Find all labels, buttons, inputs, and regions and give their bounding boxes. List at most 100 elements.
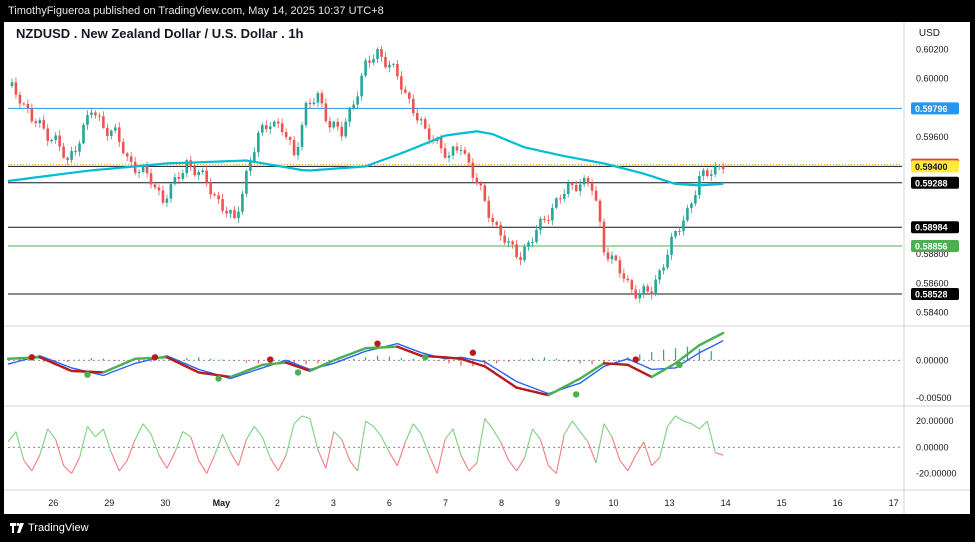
momentum-line-segment <box>134 423 144 440</box>
candle-body <box>471 162 475 178</box>
candle-body <box>694 194 697 204</box>
candle-body <box>709 174 713 176</box>
crossover-dot <box>469 349 477 356</box>
momentum-line-segment <box>691 423 700 430</box>
momentum-line-segment <box>198 460 208 474</box>
momentum-line-segment <box>571 420 581 432</box>
candle-body <box>670 236 673 255</box>
tradingview-logo-icon <box>10 523 24 533</box>
oscillator-histogram-bar <box>591 360 593 365</box>
currency-label[interactable]: USD <box>918 28 940 39</box>
candle-body <box>713 166 717 175</box>
momentum-line-segment <box>55 439 65 466</box>
chart-panel[interactable]: 0.60200 0.60000 0.59600 0.59400 0.58800 0.586… <box>4 22 970 514</box>
candle-body <box>54 135 57 140</box>
tradingview-brand-text[interactable]: TradingView <box>28 522 89 534</box>
time-axis-tick-label: 8 <box>499 498 504 508</box>
candle-body <box>94 112 97 116</box>
candle-body <box>479 183 483 186</box>
candle-body <box>372 59 375 63</box>
candle-body <box>201 170 204 173</box>
candle-body <box>463 150 467 154</box>
momentum-line-segment <box>87 426 96 438</box>
candle-body <box>30 108 34 122</box>
candle-body <box>646 286 650 292</box>
oscillator-histogram-bar <box>543 357 545 361</box>
oscillator-histogram-bar <box>102 358 104 361</box>
candle-body <box>26 104 30 109</box>
candle-body <box>272 121 276 127</box>
candle-body <box>578 184 582 192</box>
price-line-label: 0.59796 <box>915 104 948 114</box>
candle-body <box>606 252 610 260</box>
momentum-line-segment <box>675 415 684 422</box>
price-tick-label: 0.60000 <box>916 74 949 84</box>
momentum-line-segment <box>237 439 247 466</box>
candle-body <box>42 120 46 129</box>
candle-body <box>173 177 177 184</box>
candle-body <box>674 231 677 237</box>
candle-body <box>169 183 173 199</box>
candle-body <box>332 121 336 128</box>
publisher-text: TimothyFigueroa published on TradingView… <box>8 5 384 17</box>
momentum-line-segment <box>539 439 549 466</box>
candle-body <box>181 173 185 179</box>
candle-body <box>690 203 693 209</box>
symbol-title[interactable]: NZDUSD . New Zealand Dollar / U.S. Dolla… <box>16 26 304 41</box>
candle-body <box>308 103 312 105</box>
crossover-dot <box>572 391 580 398</box>
price-line-label: 0.58856 <box>915 241 948 251</box>
candle-body <box>98 115 101 117</box>
momentum-line-segment <box>301 415 311 420</box>
candle-body <box>368 60 371 63</box>
time-axis-tick-label: 6 <box>387 498 392 508</box>
candle-body <box>245 171 248 194</box>
candle-body <box>344 121 348 137</box>
candle-body <box>364 60 367 76</box>
candle-body <box>312 102 316 105</box>
candle-body <box>551 207 554 221</box>
crossover-dot <box>422 354 429 361</box>
candle-body <box>205 170 208 183</box>
candle-body <box>539 218 542 230</box>
candle-body <box>161 190 165 203</box>
oscillator-histogram-bar <box>639 354 641 361</box>
candle-body <box>328 121 332 128</box>
candle-body <box>642 286 646 295</box>
candle-body <box>10 82 14 86</box>
momentum-line-segment <box>516 457 526 472</box>
oscillator-histogram-bar <box>67 360 69 362</box>
candle-body <box>590 183 594 191</box>
chart-svg[interactable]: 0.60200 0.60000 0.59600 0.59400 0.58800 0.586… <box>4 22 970 514</box>
candle-body <box>14 82 18 95</box>
momentum-line-segment <box>15 431 25 461</box>
momentum-line-segment <box>71 457 81 474</box>
candle-body <box>423 119 427 129</box>
time-axis-tick-label: 29 <box>104 498 114 508</box>
candle-body <box>523 246 526 260</box>
candle-body <box>141 166 145 172</box>
candle-body <box>257 132 260 153</box>
candle-body <box>360 75 363 97</box>
momentum-line-segment <box>492 428 502 443</box>
time-axis-tick-label: 17 <box>889 498 899 508</box>
candle-body <box>614 255 618 261</box>
candle-body <box>300 125 304 147</box>
momentum-line-segment <box>333 431 343 440</box>
time-axis-tick-label: 30 <box>160 498 170 508</box>
candle-body <box>260 125 264 133</box>
candle-body <box>249 161 252 172</box>
candle-body <box>18 94 22 104</box>
candle-body <box>324 103 328 122</box>
candle-body <box>400 76 403 90</box>
momentum-line-segment <box>39 428 49 456</box>
candle-body <box>376 49 379 60</box>
price-line-label: 0.58984 <box>915 223 948 233</box>
candle-body <box>66 157 69 160</box>
momentum-line-segment <box>166 452 176 469</box>
candle-body <box>483 185 487 201</box>
candle-body <box>686 208 689 221</box>
momentum-line-segment <box>563 420 573 435</box>
candle-body <box>121 141 125 154</box>
candle-body <box>237 211 240 219</box>
